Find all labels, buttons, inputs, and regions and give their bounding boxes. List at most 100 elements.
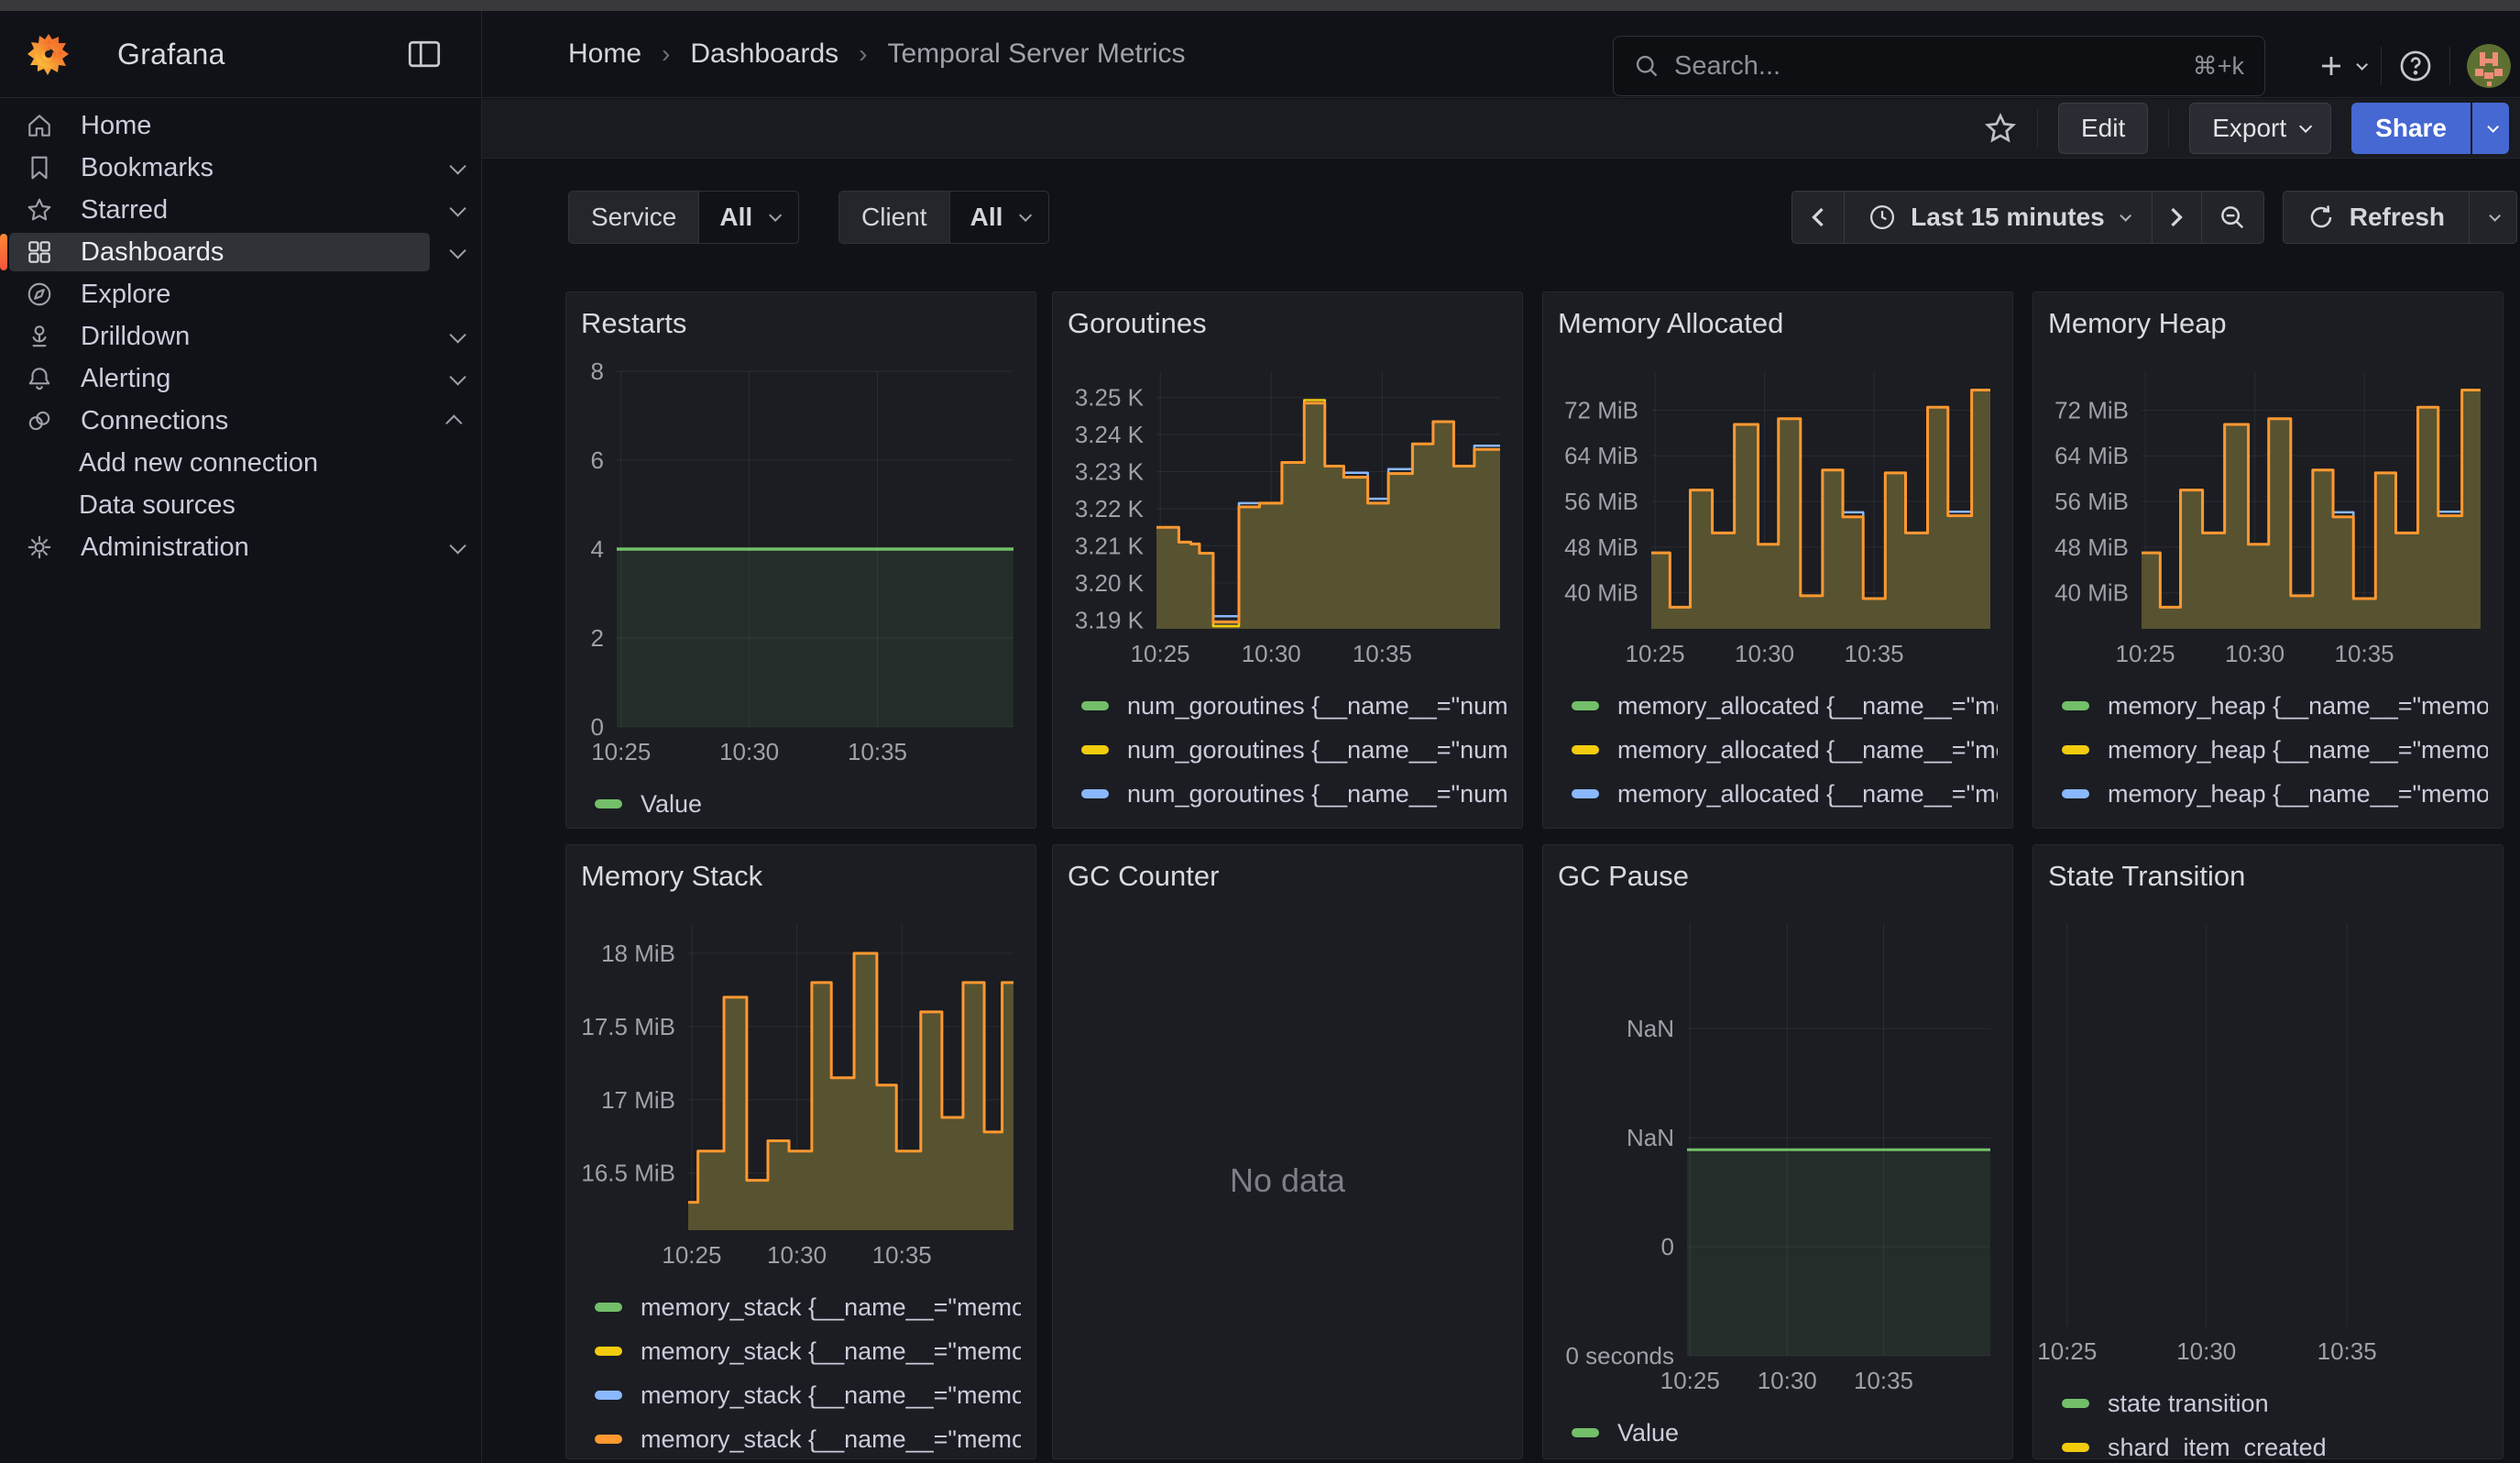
search-input[interactable]: Search... ⌘+k [1613, 36, 2265, 96]
legend-item[interactable]: memory_allocated {__name__="memo [1572, 816, 1998, 829]
chevron-down-icon[interactable] [430, 359, 481, 398]
legend-item[interactable]: state transition [2062, 1381, 2488, 1425]
panel-title[interactable]: Memory Allocated [1558, 307, 1784, 339]
legend-item[interactable]: shard_item_created [2062, 1425, 2488, 1458]
sidebar-item-add-new-connection[interactable]: Add new connection [0, 442, 481, 484]
chevron-down-icon[interactable] [430, 148, 481, 187]
time-range-picker[interactable]: Last 15 minutes [1845, 191, 2153, 244]
legend-item[interactable]: Value [595, 782, 1021, 826]
svg-text:NaN: NaN [1627, 1124, 1674, 1151]
search-icon [1636, 55, 1658, 77]
legend-item[interactable]: Value [1572, 1411, 1998, 1455]
breadcrumb-dashboards[interactable]: Dashboards [690, 38, 839, 69]
legend-item[interactable]: memory_stack {__name__="memory_s [595, 1373, 1021, 1417]
sidebar-item-pill[interactable]: Dashboards [9, 233, 430, 271]
sidebar-item-pill[interactable]: Bookmarks [9, 148, 430, 187]
favorite-star-button[interactable] [1984, 106, 2017, 150]
dock-menu-icon[interactable] [406, 36, 443, 72]
chevron-down-icon[interactable] [430, 528, 481, 566]
sidebar-item-starred[interactable]: Starred [0, 189, 481, 231]
svg-text:10:35: 10:35 [1353, 640, 1412, 667]
service-filter-value[interactable]: All [698, 192, 798, 243]
time-shift-forward-button[interactable] [2152, 191, 2202, 244]
timeseries-chart[interactable]: 0 seconds 0 NaN NaN 10:25 10:30 10:35 [1558, 915, 2000, 1396]
add-new-button[interactable] [2317, 44, 2368, 88]
breadcrumb-current-page: Temporal Server Metrics [887, 38, 1186, 69]
sidebar-item-pill[interactable]: Starred [9, 191, 430, 229]
svg-text:48 MiB: 48 MiB [1564, 534, 1638, 561]
sidebar-item-connections[interactable]: Connections [0, 400, 481, 442]
sidebar-item-pill[interactable]: Data sources [9, 486, 481, 524]
sidebar-item-administration[interactable]: Administration [0, 526, 481, 568]
timeseries-chart[interactable]: 10:25 10:30 10:35 [2037, 915, 2490, 1367]
edit-button[interactable]: Edit [2057, 103, 2149, 154]
legend-item[interactable]: num_goroutines {__name__="num_go [1081, 728, 1507, 772]
user-avatar[interactable] [2467, 44, 2511, 88]
legend-item[interactable]: memory_heap {__name__="memory_h [2062, 816, 2488, 829]
panel-title[interactable]: Memory Stack [581, 860, 763, 892]
panel-title[interactable]: State Transition [2048, 860, 2246, 892]
share-button[interactable]: Share [2351, 103, 2471, 154]
star-icon [1984, 113, 2017, 143]
legend-item[interactable]: memory_heap {__name__="memory_h [2062, 684, 2488, 728]
sidebar-item-drilldown[interactable]: Drilldown [0, 315, 481, 358]
refresh-button[interactable]: Refresh [2282, 191, 2470, 244]
panel-title[interactable]: GC Pause [1558, 860, 1690, 892]
timeseries-chart[interactable]: 40 MiB 48 MiB 56 MiB 64 MiB 72 MiB 10:25 10:30… [1558, 362, 2000, 669]
share-dropdown-button[interactable] [2472, 103, 2509, 154]
panel-gc-pause[interactable]: GC Pause 0 seconds 0 NaN NaN 10:25 10:30 10:35 V… [1542, 844, 2013, 1459]
svg-text:3.22 K: 3.22 K [1075, 495, 1145, 522]
sidebar-item-pill[interactable]: Administration [9, 528, 430, 566]
timeseries-chart[interactable]: 0 2 4 6 8 10:25 10:30 10:35 [581, 358, 1023, 767]
breadcrumb-home[interactable]: Home [568, 38, 642, 69]
chevron-down-icon[interactable] [430, 191, 481, 229]
timeseries-chart[interactable]: 16.5 MiB 17 MiB 17.5 MiB 18 MiB 10:25 10:30 10… [581, 915, 1023, 1270]
legend-item[interactable]: memory_heap {__name__="memory_h [2062, 728, 2488, 772]
chevron-down-icon[interactable] [430, 233, 481, 271]
sidebar-item-home[interactable]: Home [0, 104, 481, 147]
timeseries-chart[interactable]: 3.19 K 3.20 K 3.21 K 3.22 K 3.23 K 3.24 K 3.25… [1068, 362, 1509, 669]
panel-state-transition[interactable]: State Transition 10:25 10:30 10:35 state tra… [2032, 844, 2504, 1459]
timeseries-chart[interactable]: 40 MiB 48 MiB 56 MiB 64 MiB 72 MiB 10:25 10:30… [2048, 362, 2490, 669]
panel-title[interactable]: Memory Heap [2048, 307, 2227, 339]
sidebar-item-pill[interactable]: Add new connection [9, 444, 481, 482]
panel-memory-allocated[interactable]: Memory Allocated 40 MiB 48 MiB 56 MiB 64 MiB… [1542, 292, 2013, 829]
sidebar-item-data-sources[interactable]: Data sources [0, 484, 481, 526]
sidebar-item-explore[interactable]: Explore [0, 273, 481, 315]
client-filter-value[interactable]: All [948, 192, 1049, 243]
sidebar-item-pill[interactable]: Alerting [9, 359, 430, 398]
chevron-up-icon[interactable] [430, 402, 481, 440]
legend-item[interactable]: memory_stack {__name__="memory_s [595, 1285, 1021, 1329]
panel-title[interactable]: GC Counter [1068, 860, 1220, 892]
panel-goroutines[interactable]: Goroutines 3.19 K 3.20 K 3.21 K 3.22 K 3.23 K… [1052, 292, 1523, 829]
sidebar-item-pill[interactable]: Drilldown [9, 317, 430, 356]
panel-title[interactable]: Restarts [581, 307, 687, 339]
time-shift-back-button[interactable] [1791, 191, 1846, 244]
legend-item[interactable]: memory_allocated {__name__="memo [1572, 772, 1998, 816]
legend-item[interactable]: memory_allocated {__name__="memo [1572, 728, 1998, 772]
sidebar-item-bookmarks[interactable]: Bookmarks [0, 147, 481, 189]
sidebar-item-pill[interactable]: Home [9, 106, 481, 145]
sidebar-item-dashboards[interactable]: Dashboards [0, 231, 481, 273]
panel-memory-stack[interactable]: Memory Stack 16.5 MiB 17 MiB 17.5 MiB 18 MiB… [565, 844, 1036, 1459]
panel-memory-heap[interactable]: Memory Heap 40 MiB 48 MiB 56 MiB 64 MiB 72 Mi… [2032, 292, 2504, 829]
zoom-out-button[interactable] [2201, 191, 2264, 244]
sidebar-item-pill[interactable]: Connections [9, 402, 430, 440]
legend-item[interactable]: memory_stack {__name__="memory_s [595, 1417, 1021, 1458]
chevron-down-icon[interactable] [430, 317, 481, 356]
sidebar-item-alerting[interactable]: Alerting [0, 358, 481, 400]
help-button[interactable] [2398, 44, 2433, 88]
panel-title[interactable]: Goroutines [1068, 307, 1207, 339]
sidebar-item-pill[interactable]: Explore [9, 275, 481, 314]
legend-item[interactable]: memory_allocated {__name__="memo [1572, 684, 1998, 728]
panel-restarts[interactable]: Restarts 0 2 4 6 8 10:25 10:30 10:35 Value [565, 292, 1036, 829]
sidebar-item-label: Bookmarks [81, 152, 214, 182]
legend-item[interactable]: memory_stack {__name__="memory_s [595, 1329, 1021, 1373]
export-button[interactable]: Export [2189, 103, 2332, 154]
refresh-interval-button[interactable] [2470, 191, 2517, 244]
legend-item[interactable]: num_goroutines {__name__="num_go [1081, 816, 1507, 829]
panel-gc-counter[interactable]: GC Counter No data [1052, 844, 1523, 1459]
legend-item[interactable]: memory_heap {__name__="memory_h [2062, 772, 2488, 816]
legend-item[interactable]: num_goroutines {__name__="num_go [1081, 684, 1507, 728]
legend-item[interactable]: num_goroutines {__name__="num_go [1081, 772, 1507, 816]
